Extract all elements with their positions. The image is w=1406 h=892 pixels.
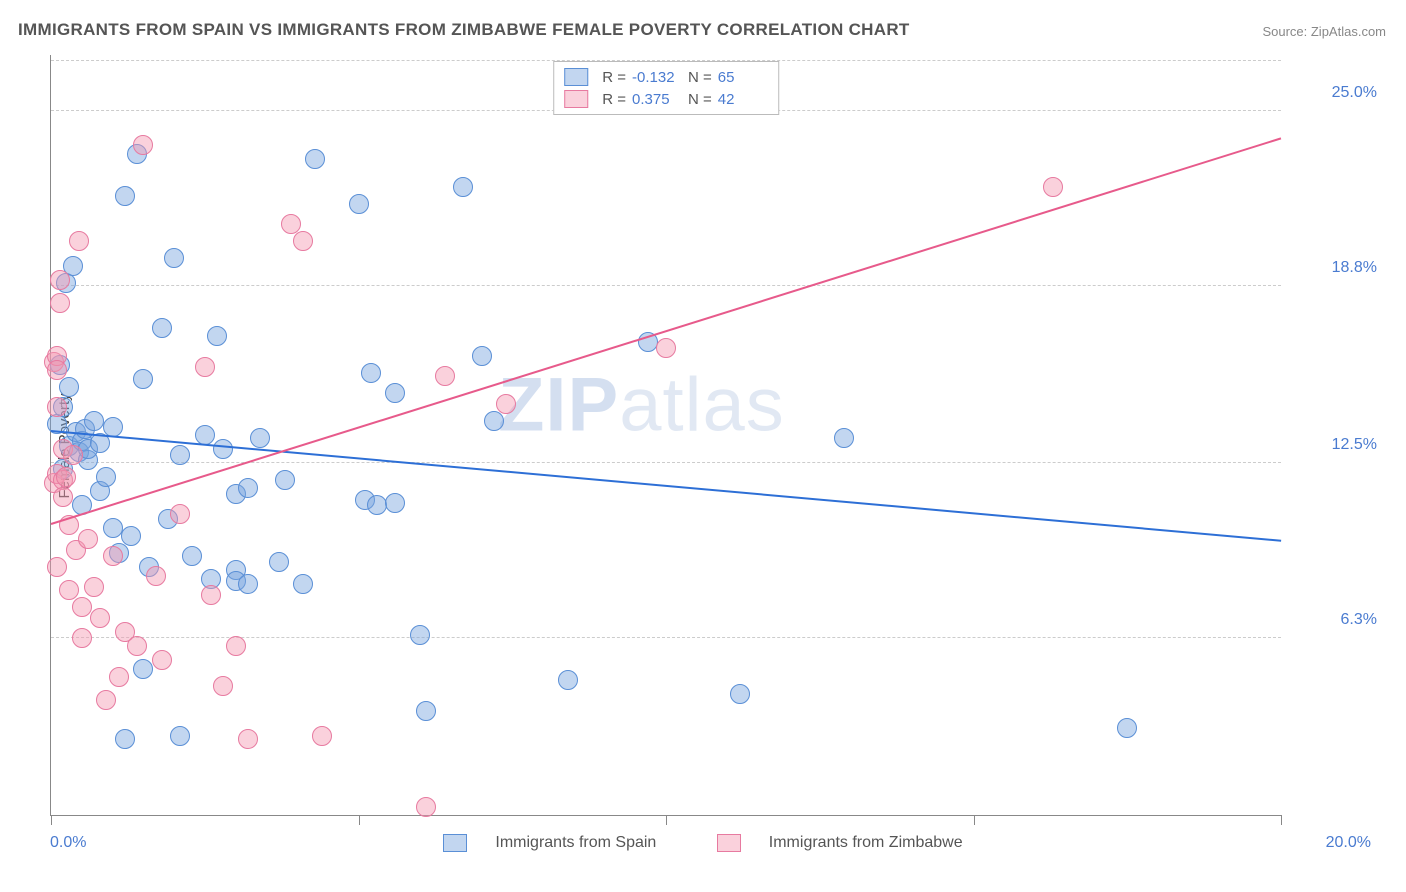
data-point xyxy=(385,383,405,403)
data-point xyxy=(78,529,98,549)
y-tick-label: 25.0% xyxy=(1297,84,1377,102)
data-point xyxy=(152,650,172,670)
x-tick xyxy=(666,815,667,825)
data-point xyxy=(213,676,233,696)
data-point xyxy=(484,411,504,431)
data-point xyxy=(50,293,70,313)
data-point xyxy=(416,797,436,817)
data-point xyxy=(226,636,246,656)
data-point xyxy=(435,366,455,386)
swatch-zimbabwe xyxy=(564,90,588,108)
data-point xyxy=(69,231,89,251)
gridline xyxy=(51,462,1281,463)
data-point xyxy=(293,231,313,251)
x-tick xyxy=(359,815,360,825)
data-point xyxy=(558,670,578,690)
data-point xyxy=(133,369,153,389)
gridline xyxy=(51,285,1281,286)
data-point xyxy=(182,546,202,566)
data-point xyxy=(238,729,258,749)
data-point xyxy=(730,684,750,704)
chart-title: IMMIGRANTS FROM SPAIN VS IMMIGRANTS FROM… xyxy=(18,20,910,40)
data-point xyxy=(416,701,436,721)
data-point xyxy=(201,585,221,605)
data-point xyxy=(56,467,76,487)
data-point xyxy=(103,546,123,566)
y-tick-label: 18.8% xyxy=(1297,259,1377,277)
y-tick-label: 12.5% xyxy=(1297,436,1377,454)
data-point xyxy=(305,149,325,169)
legend-item-spain: Immigrants from Spain xyxy=(429,834,674,851)
data-point xyxy=(170,504,190,524)
data-point xyxy=(275,470,295,490)
data-point xyxy=(133,135,153,155)
data-point xyxy=(115,186,135,206)
data-point xyxy=(207,326,227,346)
x-tick xyxy=(1281,815,1282,825)
data-point xyxy=(146,566,166,586)
legend-row-spain: R = -0.132 N = 65 xyxy=(564,66,768,88)
series-legend: Immigrants from Spain Immigrants from Zi… xyxy=(0,834,1406,852)
swatch-spain xyxy=(564,68,588,86)
data-point xyxy=(834,428,854,448)
x-tick xyxy=(51,815,52,825)
legend-item-zimbabwe: Immigrants from Zimbabwe xyxy=(703,834,977,851)
data-point xyxy=(47,557,67,577)
data-point xyxy=(472,346,492,366)
data-point xyxy=(121,526,141,546)
data-point xyxy=(84,577,104,597)
data-point xyxy=(152,318,172,338)
data-point xyxy=(84,411,104,431)
data-point xyxy=(170,445,190,465)
data-point xyxy=(127,636,147,656)
data-point xyxy=(47,397,67,417)
data-point xyxy=(1117,718,1137,738)
data-point xyxy=(90,608,110,628)
data-point xyxy=(195,425,215,445)
data-point xyxy=(96,690,116,710)
source-attribution: Source: ZipAtlas.com xyxy=(1262,24,1386,39)
data-point xyxy=(293,574,313,594)
data-point xyxy=(656,338,676,358)
data-point xyxy=(367,495,387,515)
x-tick xyxy=(974,815,975,825)
swatch-spain-icon xyxy=(443,834,467,852)
data-point xyxy=(53,487,73,507)
data-point xyxy=(50,270,70,290)
legend-row-zimbabwe: R = 0.375 N = 42 xyxy=(564,88,768,110)
data-point xyxy=(453,177,473,197)
plot-area: ZIPatlas R = -0.132 N = 65 R = 0.375 N =… xyxy=(50,55,1281,816)
data-point xyxy=(410,625,430,645)
data-point xyxy=(164,248,184,268)
correlation-legend: R = -0.132 N = 65 R = 0.375 N = 42 xyxy=(553,61,779,115)
data-point xyxy=(213,439,233,459)
data-point xyxy=(63,445,83,465)
data-point xyxy=(269,552,289,572)
data-point xyxy=(238,574,258,594)
data-point xyxy=(349,194,369,214)
data-point xyxy=(361,363,381,383)
data-point xyxy=(250,428,270,448)
data-point xyxy=(385,493,405,513)
data-point xyxy=(103,417,123,437)
data-point xyxy=(115,729,135,749)
data-point xyxy=(496,394,516,414)
data-point xyxy=(109,667,129,687)
regression-line xyxy=(51,137,1282,525)
y-tick-label: 6.3% xyxy=(1297,611,1377,629)
data-point xyxy=(238,478,258,498)
data-point xyxy=(312,726,332,746)
data-point xyxy=(195,357,215,377)
data-point xyxy=(72,597,92,617)
swatch-zimbabwe-icon xyxy=(717,834,741,852)
data-point xyxy=(133,659,153,679)
data-point xyxy=(103,518,123,538)
watermark: ZIPatlas xyxy=(498,361,785,448)
data-point xyxy=(72,628,92,648)
data-point xyxy=(170,726,190,746)
data-point xyxy=(59,377,79,397)
data-point xyxy=(96,467,116,487)
data-point xyxy=(47,360,67,380)
data-point xyxy=(1043,177,1063,197)
